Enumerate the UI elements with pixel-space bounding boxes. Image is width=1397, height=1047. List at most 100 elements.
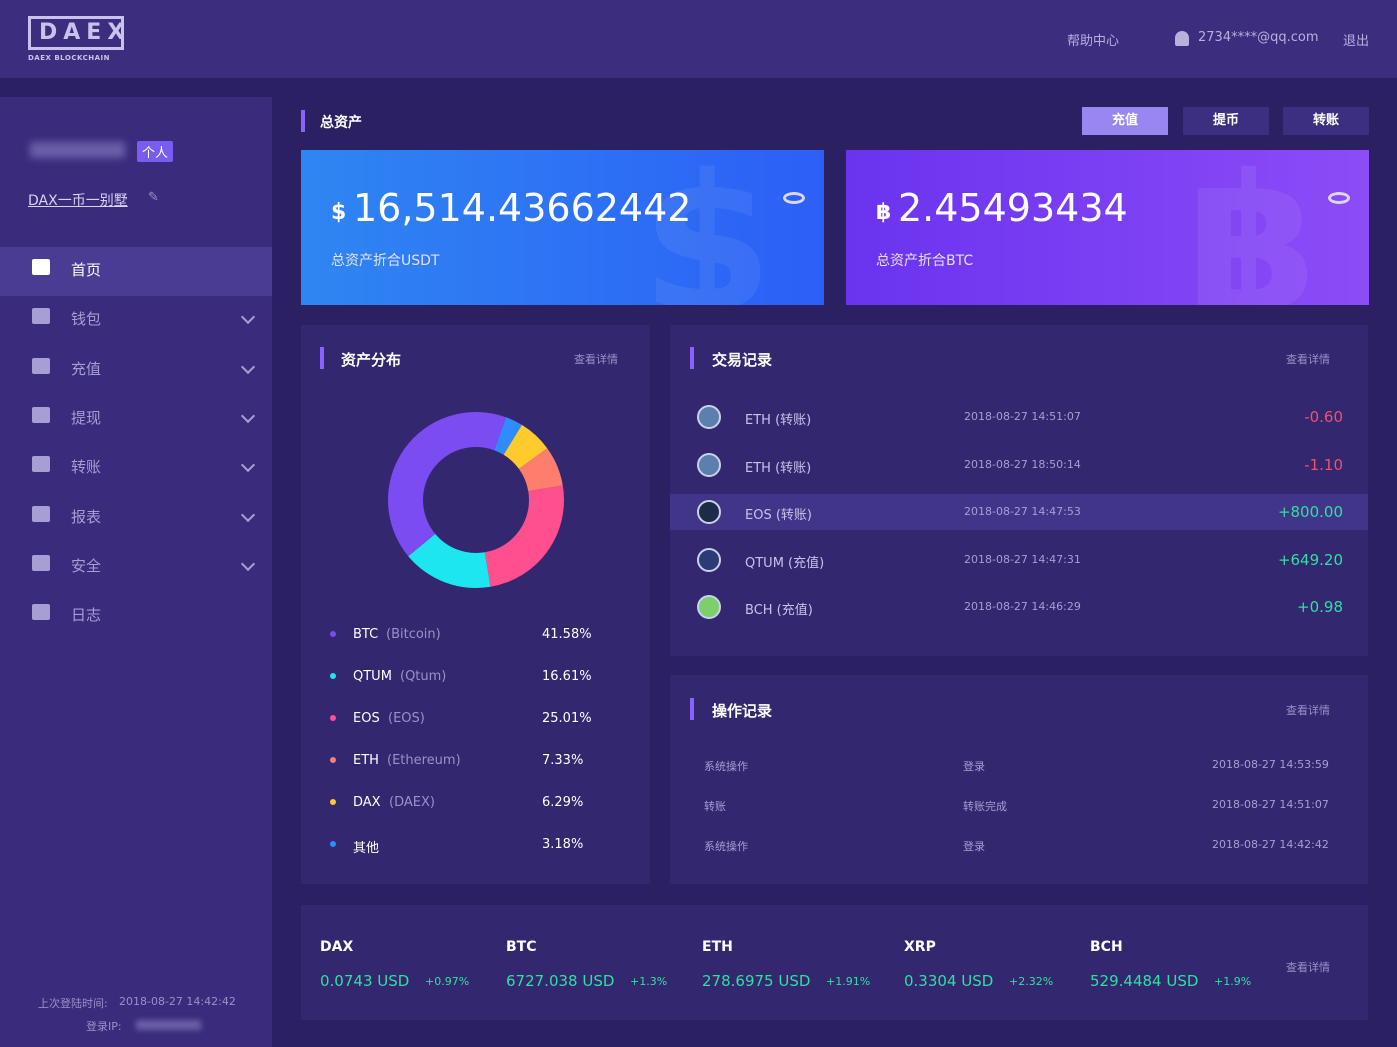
ticker-change: +1.91%: [826, 975, 871, 988]
donut-segment: [484, 485, 564, 587]
donut-segment: [518, 448, 563, 492]
ip-blur: [136, 1020, 201, 1030]
edit-icon: ✎: [148, 190, 159, 205]
donut-segment: [503, 424, 548, 469]
menu-item[interactable]: 钱包: [71, 310, 102, 329]
ticker-price: 529.4484 USD: [1090, 972, 1199, 990]
coin-icon: [697, 405, 721, 429]
ticker-change: +1.9%: [1214, 975, 1252, 988]
legend-dot: [330, 841, 336, 847]
menu-icon: [32, 406, 50, 423]
menu-icon: [32, 505, 50, 522]
menu-icon: [32, 554, 50, 571]
menu-item[interactable]: 首页: [71, 261, 102, 279]
coin-icon: [697, 595, 721, 619]
card: [670, 675, 1368, 884]
ticker-name: ETH: [702, 939, 733, 955]
card-watermark: $: [641, 150, 774, 305]
card-watermark: ฿: [1186, 150, 1319, 305]
username-blur: [30, 142, 125, 158]
menu-item[interactable]: 报表: [71, 507, 102, 526]
legend-subname: (Ethereum): [387, 753, 461, 768]
badge: 个人: [137, 141, 174, 162]
more-link[interactable]: 查看详情: [1286, 704, 1330, 717]
asset-label: 总资产折合USDT: [331, 253, 440, 269]
tx-coin: QTUM (充值): [745, 555, 825, 571]
action-button[interactable]: 提币: [1183, 107, 1269, 135]
eye-icon[interactable]: [1328, 192, 1350, 204]
op-type: 系统操作: [704, 760, 748, 773]
menu-item[interactable]: 安全: [71, 556, 102, 575]
tx-time: 2018-08-27 14:51:07: [964, 410, 1081, 423]
tx-amount: -1.10: [1304, 455, 1343, 474]
menu-item[interactable]: 提现: [71, 408, 102, 427]
currency-symbol: ฿: [876, 200, 892, 225]
tx-coin: BCH (充值): [745, 603, 813, 618]
legend-subname: (Bitcoin): [386, 627, 441, 642]
logo: DAEX: [28, 16, 124, 50]
menu-icon: [32, 259, 50, 275]
section-title: 总资产: [320, 115, 362, 131]
asset-card: $ $16,514.43662442 总资产折合USDT: [301, 150, 824, 305]
op-time: 2018-08-27 14:42:42: [1212, 838, 1329, 851]
menu-icon: [32, 308, 50, 325]
menu-icon: [32, 604, 50, 621]
ticker-name: DAX: [320, 939, 354, 955]
ticker-change: +2.32%: [1009, 975, 1054, 988]
tx-amount: +649.20: [1277, 550, 1343, 569]
menu-item[interactable]: 转账: [71, 458, 102, 477]
ticker-name: BCH: [1090, 939, 1123, 955]
legend-name: QTUM: [353, 669, 392, 684]
op-action: 转账完成: [963, 800, 1007, 813]
legend-dot: [330, 715, 336, 721]
op-action: 登录: [963, 840, 985, 853]
tx-amount: +0.98: [1297, 598, 1343, 616]
row-highlight: [670, 494, 1368, 530]
op-type: 系统操作: [704, 840, 748, 853]
donut-chart: [388, 412, 564, 588]
tx-time: 2018-08-27 18:50:14: [964, 457, 1081, 471]
legend-dot: [330, 799, 336, 805]
card-title: 资产分布: [341, 351, 402, 369]
legend-subname: (DAEX): [389, 795, 435, 810]
menu-item[interactable]: 日志: [71, 606, 102, 625]
legend-name: ETH: [353, 753, 379, 768]
currency-symbol: $: [331, 200, 347, 225]
last-login-time: 2018-08-27 14:42:42: [119, 995, 236, 1008]
menu-item[interactable]: 充值: [71, 359, 102, 378]
help-link[interactable]: 帮助中心: [1067, 34, 1120, 49]
menu-icon: [32, 357, 50, 374]
ticker-price: 278.6975 USD: [702, 972, 811, 990]
legend-percent: 16.61%: [542, 669, 592, 684]
op-type: 转账: [704, 800, 726, 813]
more-link[interactable]: 查看详情: [1286, 353, 1330, 366]
action-button[interactable]: 充值: [1082, 107, 1168, 135]
user-email[interactable]: 2734****@qq.com: [1198, 30, 1319, 45]
ip-label: 登录IP:: [86, 1020, 122, 1033]
ticker-change: +0.97%: [425, 975, 470, 988]
logout[interactable]: 退出: [1343, 34, 1370, 49]
tx-coin: ETH (转账): [745, 460, 812, 476]
donut-segment: [408, 533, 491, 588]
action-button[interactable]: 转账: [1283, 107, 1369, 135]
tx-coin: EOS (转账): [745, 508, 812, 523]
section-bar: [690, 347, 694, 369]
section-bar: [690, 698, 694, 720]
more-link[interactable]: 查看详情: [574, 353, 618, 366]
legend-dot: [330, 757, 336, 763]
op-time: 2018-08-27 14:53:59: [1212, 758, 1329, 771]
eye-icon[interactable]: [783, 192, 805, 204]
card: [670, 325, 1368, 656]
donut-segment: [494, 417, 522, 455]
legend-percent: 3.18%: [542, 837, 584, 852]
ticker-price: 0.3304 USD: [904, 972, 994, 990]
nickname[interactable]: DAX一币一别墅: [28, 193, 128, 209]
ticker-change: +1.3%: [630, 975, 668, 988]
user-icon: [1175, 31, 1189, 46]
section-bar: [301, 110, 305, 132]
legend-dot: [330, 673, 336, 679]
legend-percent: 41.58%: [542, 627, 592, 642]
menu-icon: [32, 456, 50, 473]
tx-time: 2018-08-27 14:47:53: [964, 505, 1081, 518]
more-link[interactable]: 查看详情: [1286, 961, 1330, 974]
